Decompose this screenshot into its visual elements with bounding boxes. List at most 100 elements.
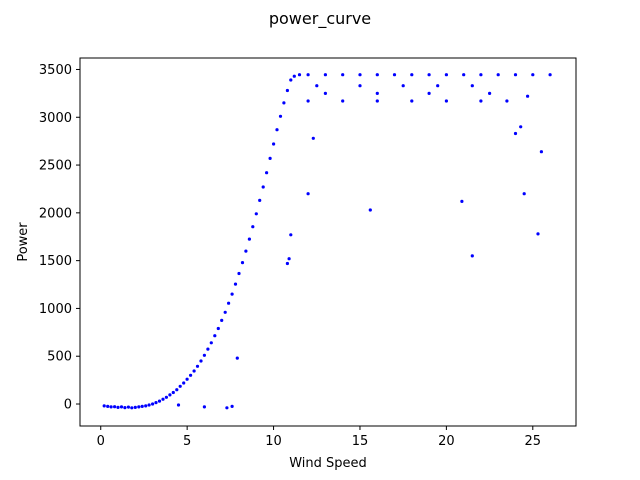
data-point (375, 91, 379, 95)
data-point (306, 99, 310, 103)
data-point (102, 404, 106, 408)
data-point (536, 232, 540, 236)
data-point (341, 73, 345, 77)
x-tick-label: 25 (525, 434, 542, 449)
data-point (223, 310, 227, 314)
data-point (358, 73, 362, 77)
y-tick-label: 2000 (39, 206, 72, 221)
data-point (189, 373, 193, 377)
scatter-points (102, 73, 552, 410)
data-point (119, 405, 124, 409)
data-point (144, 404, 148, 408)
chart-title: power_curve (269, 9, 371, 29)
data-point (285, 88, 289, 93)
data-point (519, 125, 523, 129)
data-point (358, 84, 362, 88)
data-point (401, 84, 405, 88)
data-point (287, 257, 291, 261)
data-point (133, 405, 137, 409)
data-point (265, 171, 269, 175)
data-point (225, 406, 229, 410)
data-point (230, 404, 234, 408)
y-axis-label: Power (16, 222, 31, 262)
data-point (375, 99, 379, 103)
data-point (254, 212, 258, 216)
data-point (368, 208, 372, 212)
x-tick-label: 5 (183, 434, 191, 449)
data-point (539, 150, 544, 154)
data-point (164, 395, 168, 399)
data-point (199, 359, 203, 363)
data-point (285, 261, 289, 266)
data-point (268, 156, 272, 160)
data-point (427, 91, 431, 95)
data-point (410, 73, 414, 77)
data-point (522, 192, 526, 196)
y-tick-label: 3000 (39, 111, 72, 126)
x-axis-label: Wind Speed (289, 456, 367, 471)
data-point (154, 401, 158, 405)
data-point (375, 73, 379, 77)
data-point (175, 388, 179, 392)
data-point (289, 233, 293, 237)
data-point (392, 73, 397, 77)
data-point (292, 74, 296, 78)
data-point (209, 341, 213, 345)
data-point (444, 99, 448, 103)
data-point (113, 405, 117, 409)
data-point (147, 403, 151, 407)
data-point (289, 78, 293, 82)
data-point (315, 84, 319, 88)
data-point (233, 282, 238, 286)
data-point (427, 73, 431, 77)
data-point (206, 347, 210, 351)
x-tick-label: 15 (352, 434, 369, 449)
data-point (235, 356, 239, 360)
data-point (261, 185, 265, 189)
data-point (297, 73, 302, 77)
data-point (470, 84, 474, 88)
x-tick-label: 20 (438, 434, 455, 449)
data-point (116, 405, 120, 409)
data-point (247, 237, 251, 241)
data-point (178, 384, 182, 388)
y-tick-label: 500 (47, 350, 72, 365)
data-point (140, 404, 144, 408)
x-tick-label: 0 (97, 434, 105, 449)
data-point (244, 249, 248, 253)
data-point (202, 405, 206, 409)
data-point (161, 397, 165, 401)
data-point (488, 91, 492, 95)
data-point (216, 326, 220, 331)
data-point (168, 393, 172, 397)
data-point (126, 405, 130, 409)
data-point (195, 364, 200, 368)
data-point (548, 73, 552, 77)
x-tick-label: 10 (265, 434, 282, 449)
data-point (106, 404, 110, 408)
data-point (123, 406, 127, 410)
y-axis-ticks: 0 500 1000 1500 2000 2500 3000 3500 (39, 63, 80, 413)
data-point (323, 73, 327, 77)
y-tick-label: 1500 (39, 254, 72, 269)
x-axis-ticks: 0 5 10 15 20 25 (97, 426, 541, 449)
data-point (171, 390, 175, 395)
data-point (278, 114, 283, 118)
data-point (462, 73, 466, 77)
data-point (182, 381, 186, 385)
data-point (230, 292, 234, 296)
y-tick-label: 3500 (39, 63, 72, 78)
y-tick-label: 2500 (39, 159, 72, 174)
data-point (220, 318, 224, 322)
data-point (323, 91, 327, 95)
data-point (192, 369, 196, 373)
data-point (496, 73, 500, 77)
data-point (436, 84, 440, 88)
data-point (513, 73, 518, 77)
plot-frame (79, 57, 577, 427)
data-point (479, 73, 483, 77)
data-point (505, 99, 509, 103)
data-point (444, 73, 448, 77)
